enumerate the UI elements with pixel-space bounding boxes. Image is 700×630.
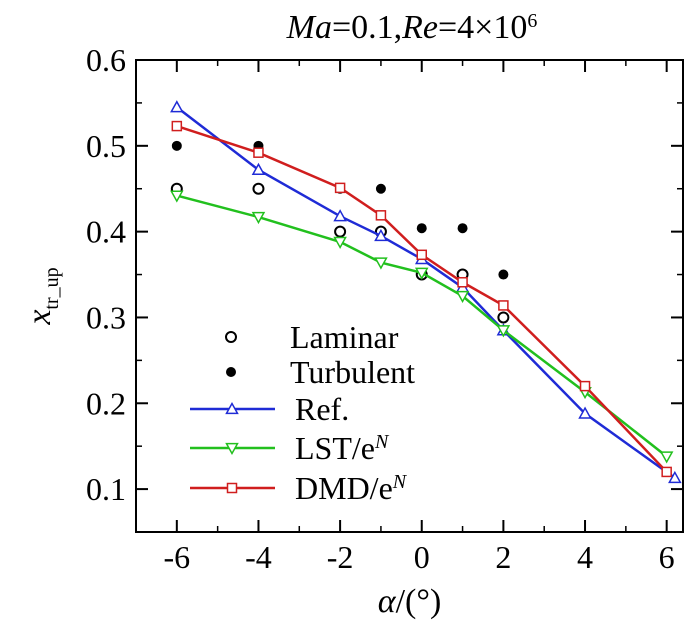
chart-title-text: Ma=0.1,Re=4×106 <box>286 9 538 46</box>
point-lst-e-4 <box>414 267 429 280</box>
y-axis-label-symbol: x <box>21 310 58 326</box>
y-axis-label-subscript: tr_up <box>41 267 63 309</box>
point-turbulent-4 <box>416 223 427 234</box>
legend-item-turbulent: Turbulent <box>226 354 415 390</box>
point-lst-e-1 <box>251 211 266 225</box>
axes: -6 -4 -2 0 2 4 6 0.1 0.2 0.3 0.4 0.5 0.6 α/(°) xtr_up <box>21 42 684 620</box>
legend-label-lst-e: LST/eN <box>295 430 390 466</box>
legend-label-text: Laminar <box>290 319 399 355</box>
point-dmd-e-5 <box>457 277 468 288</box>
chart-title-part-1: =0.1, <box>332 9 402 46</box>
chart-title-part-3: =4×10 <box>438 9 527 46</box>
chart-title: Ma=0.1,Re=4×106 <box>286 9 538 46</box>
legend-marker-lst-e <box>225 442 239 456</box>
point-lst-e-3 <box>374 257 388 270</box>
x-tick-label-1: -4 <box>245 539 272 575</box>
legend-item-ref: Ref. <box>190 391 349 427</box>
point-turbulent-5 <box>457 223 468 234</box>
chart-title-part-2: Re <box>401 9 438 46</box>
point-lst-e-6 <box>496 325 511 338</box>
series-dmd-e <box>171 120 672 478</box>
legend-marker-turbulent <box>226 367 236 377</box>
x-tick-label-5: 4 <box>577 539 593 575</box>
y-tick-label-2: 0.3 <box>86 299 126 335</box>
plot-series <box>170 100 682 484</box>
point-turbulent-3 <box>375 183 386 194</box>
point-dmd-e-3 <box>375 210 387 221</box>
legend-item-lst-e: LST/eN <box>190 430 390 466</box>
point-lst-e-5 <box>455 290 470 304</box>
legend-label-text: Ref. <box>295 391 349 427</box>
point-dmd-e-0 <box>171 120 183 132</box>
legend-label-text: DMD/e <box>295 470 393 506</box>
point-ref-1 <box>251 162 266 175</box>
legend-marker-laminar <box>225 331 237 343</box>
series-lst-e <box>170 190 674 464</box>
y-tick-label-0: 0.1 <box>86 471 126 507</box>
legend-item-laminar: Laminar <box>225 319 399 355</box>
point-lst-e-2 <box>333 236 347 249</box>
x-tick-label-3: 0 <box>414 539 430 575</box>
series-ref <box>170 100 682 484</box>
point-ref-8 <box>668 470 682 484</box>
point-lst-e-0 <box>170 190 184 203</box>
series-laminar <box>170 182 510 324</box>
legend-item-dmd-e: DMD/eN <box>190 470 408 506</box>
x-tick-label-6: 6 <box>659 539 675 575</box>
point-turbulent-6 <box>498 269 509 280</box>
point-laminar-2 <box>334 225 347 238</box>
legend-label-text: LST/e <box>295 430 375 466</box>
x-tick-label-2: -2 <box>327 539 354 575</box>
legend-label-dmd-e: DMD/eN <box>295 470 408 506</box>
x-axis-label-unit: /(°) <box>396 583 442 620</box>
point-dmd-e-4 <box>416 249 427 261</box>
y-tick-label-4: 0.5 <box>86 128 126 164</box>
point-ref-7 <box>578 406 592 419</box>
y-tick-label-5: 0.6 <box>86 42 126 78</box>
legend-marker-ref <box>225 401 239 415</box>
point-turbulent-0 <box>171 140 182 151</box>
y-tick-label-1: 0.2 <box>86 385 126 421</box>
series-line-lst-e <box>176 194 668 458</box>
point-ref-2 <box>333 209 347 222</box>
point-dmd-e-1 <box>253 147 264 158</box>
point-dmd-e-8 <box>661 466 672 478</box>
point-dmd-e-6 <box>498 300 509 311</box>
series-line-ref <box>176 106 676 479</box>
legend-label-turbulent: Turbulent <box>290 354 415 390</box>
x-tick-label-0: -6 <box>163 539 190 575</box>
point-laminar-6 <box>497 311 510 324</box>
y-axis-label: xtr_up <box>21 267 63 325</box>
point-ref-0 <box>170 100 184 113</box>
legend-label-sup: N <box>374 431 390 453</box>
legend-label-text: Turbulent <box>290 354 415 390</box>
legend-label-ref: Ref. <box>295 391 349 427</box>
x-axis-label: α/(°) <box>378 583 442 620</box>
x-tick-label-4: 2 <box>495 539 511 575</box>
legend-label-sup: N <box>392 471 408 493</box>
plot-frame <box>135 59 684 533</box>
point-lst-e-8 <box>659 451 674 464</box>
chart-title-part-0: Ma <box>286 9 332 46</box>
y-tick-label-3: 0.4 <box>86 214 126 250</box>
point-laminar-1 <box>252 182 265 195</box>
legend-marker-dmd-e <box>226 482 238 494</box>
point-dmd-e-2 <box>334 182 346 194</box>
point-dmd-e-7 <box>579 380 591 392</box>
x-axis-label-symbol: α <box>378 583 397 620</box>
legend-label-laminar: Laminar <box>290 319 399 355</box>
point-ref-3 <box>374 228 388 242</box>
chart-title-part-4: 6 <box>527 10 537 32</box>
